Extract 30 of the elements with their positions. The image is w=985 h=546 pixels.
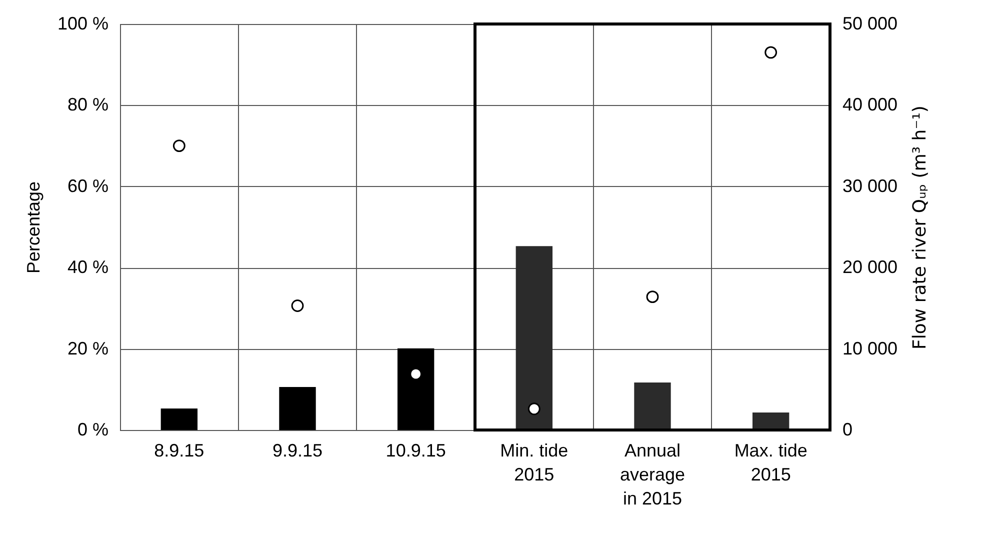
y2-tick-label: 50 000 xyxy=(842,14,898,34)
y-tick-label: 40 % xyxy=(67,257,108,278)
x-tick-label: 9.9.15 xyxy=(272,440,323,460)
y2-axis-title: Flow rate river Qᵤₚ (m³ h⁻¹) xyxy=(910,106,931,350)
point xyxy=(764,46,778,59)
point xyxy=(172,140,186,152)
y2-tick-label: 20 000 xyxy=(842,257,898,278)
point xyxy=(528,402,540,416)
y2-tick-label: 30 000 xyxy=(842,176,898,196)
y-tick-label: 0 % xyxy=(77,420,108,440)
point xyxy=(646,290,659,304)
y2-tick-label: 40 000 xyxy=(842,94,898,115)
bar xyxy=(279,386,316,430)
y-tick-label: 60 % xyxy=(67,176,108,196)
y-tick-label: 80 % xyxy=(67,94,108,115)
bar xyxy=(516,246,553,430)
bar xyxy=(634,382,671,430)
y2-tick-label: 0 xyxy=(842,420,853,440)
x-tick-label: Min. tide 2015 xyxy=(500,440,568,484)
x-tick-label: Annual average in 2015 xyxy=(620,440,686,508)
y-axis-title: Percentage xyxy=(23,181,44,274)
bar xyxy=(397,348,434,430)
x-tick-label: 10.9.15 xyxy=(386,440,446,460)
y-tick-label: 20 % xyxy=(67,338,108,358)
x-tick-label: Max. tide 2015 xyxy=(734,440,808,484)
y-tick-label: 100 % xyxy=(57,14,108,34)
y2-tick-label: 10 000 xyxy=(842,338,898,358)
x-tick-label: 8.9.15 xyxy=(154,440,204,460)
bar xyxy=(160,408,198,430)
bar xyxy=(752,412,790,430)
